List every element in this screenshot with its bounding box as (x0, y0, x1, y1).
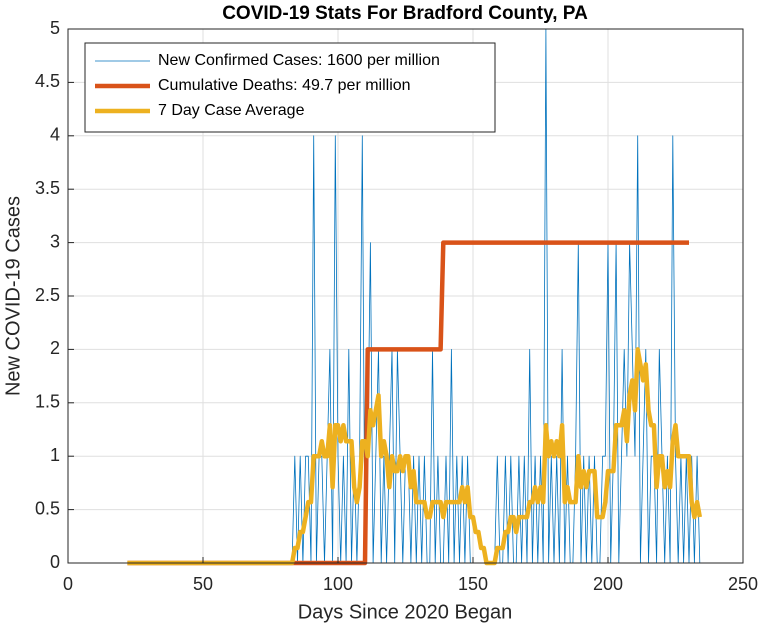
x-tick-label: 250 (728, 574, 758, 594)
y-tick-label: 1.5 (35, 392, 60, 412)
y-tick-label: 3.5 (35, 178, 60, 198)
x-tick-label: 200 (593, 574, 623, 594)
y-tick-label: 3 (50, 231, 60, 251)
y-tick-label: 5 (50, 18, 60, 38)
x-tick-label: 150 (458, 574, 488, 594)
x-tick-label: 50 (193, 574, 213, 594)
x-axis-label: Days Since 2020 Began (298, 601, 513, 623)
y-tick-label: 0 (50, 552, 60, 572)
y-tick-label: 1 (50, 445, 60, 465)
legend: New Confirmed Cases: 1600 per million Cum… (84, 42, 496, 133)
legend-box (84, 42, 496, 133)
y-tick-label: 2.5 (35, 285, 60, 305)
x-tick-label: 0 (63, 574, 73, 594)
legend-label: Cumulative Deaths: 49.7 per million (158, 77, 411, 94)
y-tick-label: 4.5 (35, 71, 60, 91)
y-axis-label: New COVID-19 Cases (2, 196, 24, 396)
y-tick-label: 0.5 (35, 498, 60, 518)
y-tick-label: 2 (50, 338, 60, 358)
x-tick-label: 100 (323, 574, 353, 594)
y-tick-label: 4 (50, 125, 60, 145)
chart-title: COVID-19 Stats For Bradford County, PA (222, 3, 588, 24)
legend-label: New Confirmed Cases: 1600 per million (158, 52, 440, 69)
legend-label: 7 Day Case Average (158, 102, 305, 119)
